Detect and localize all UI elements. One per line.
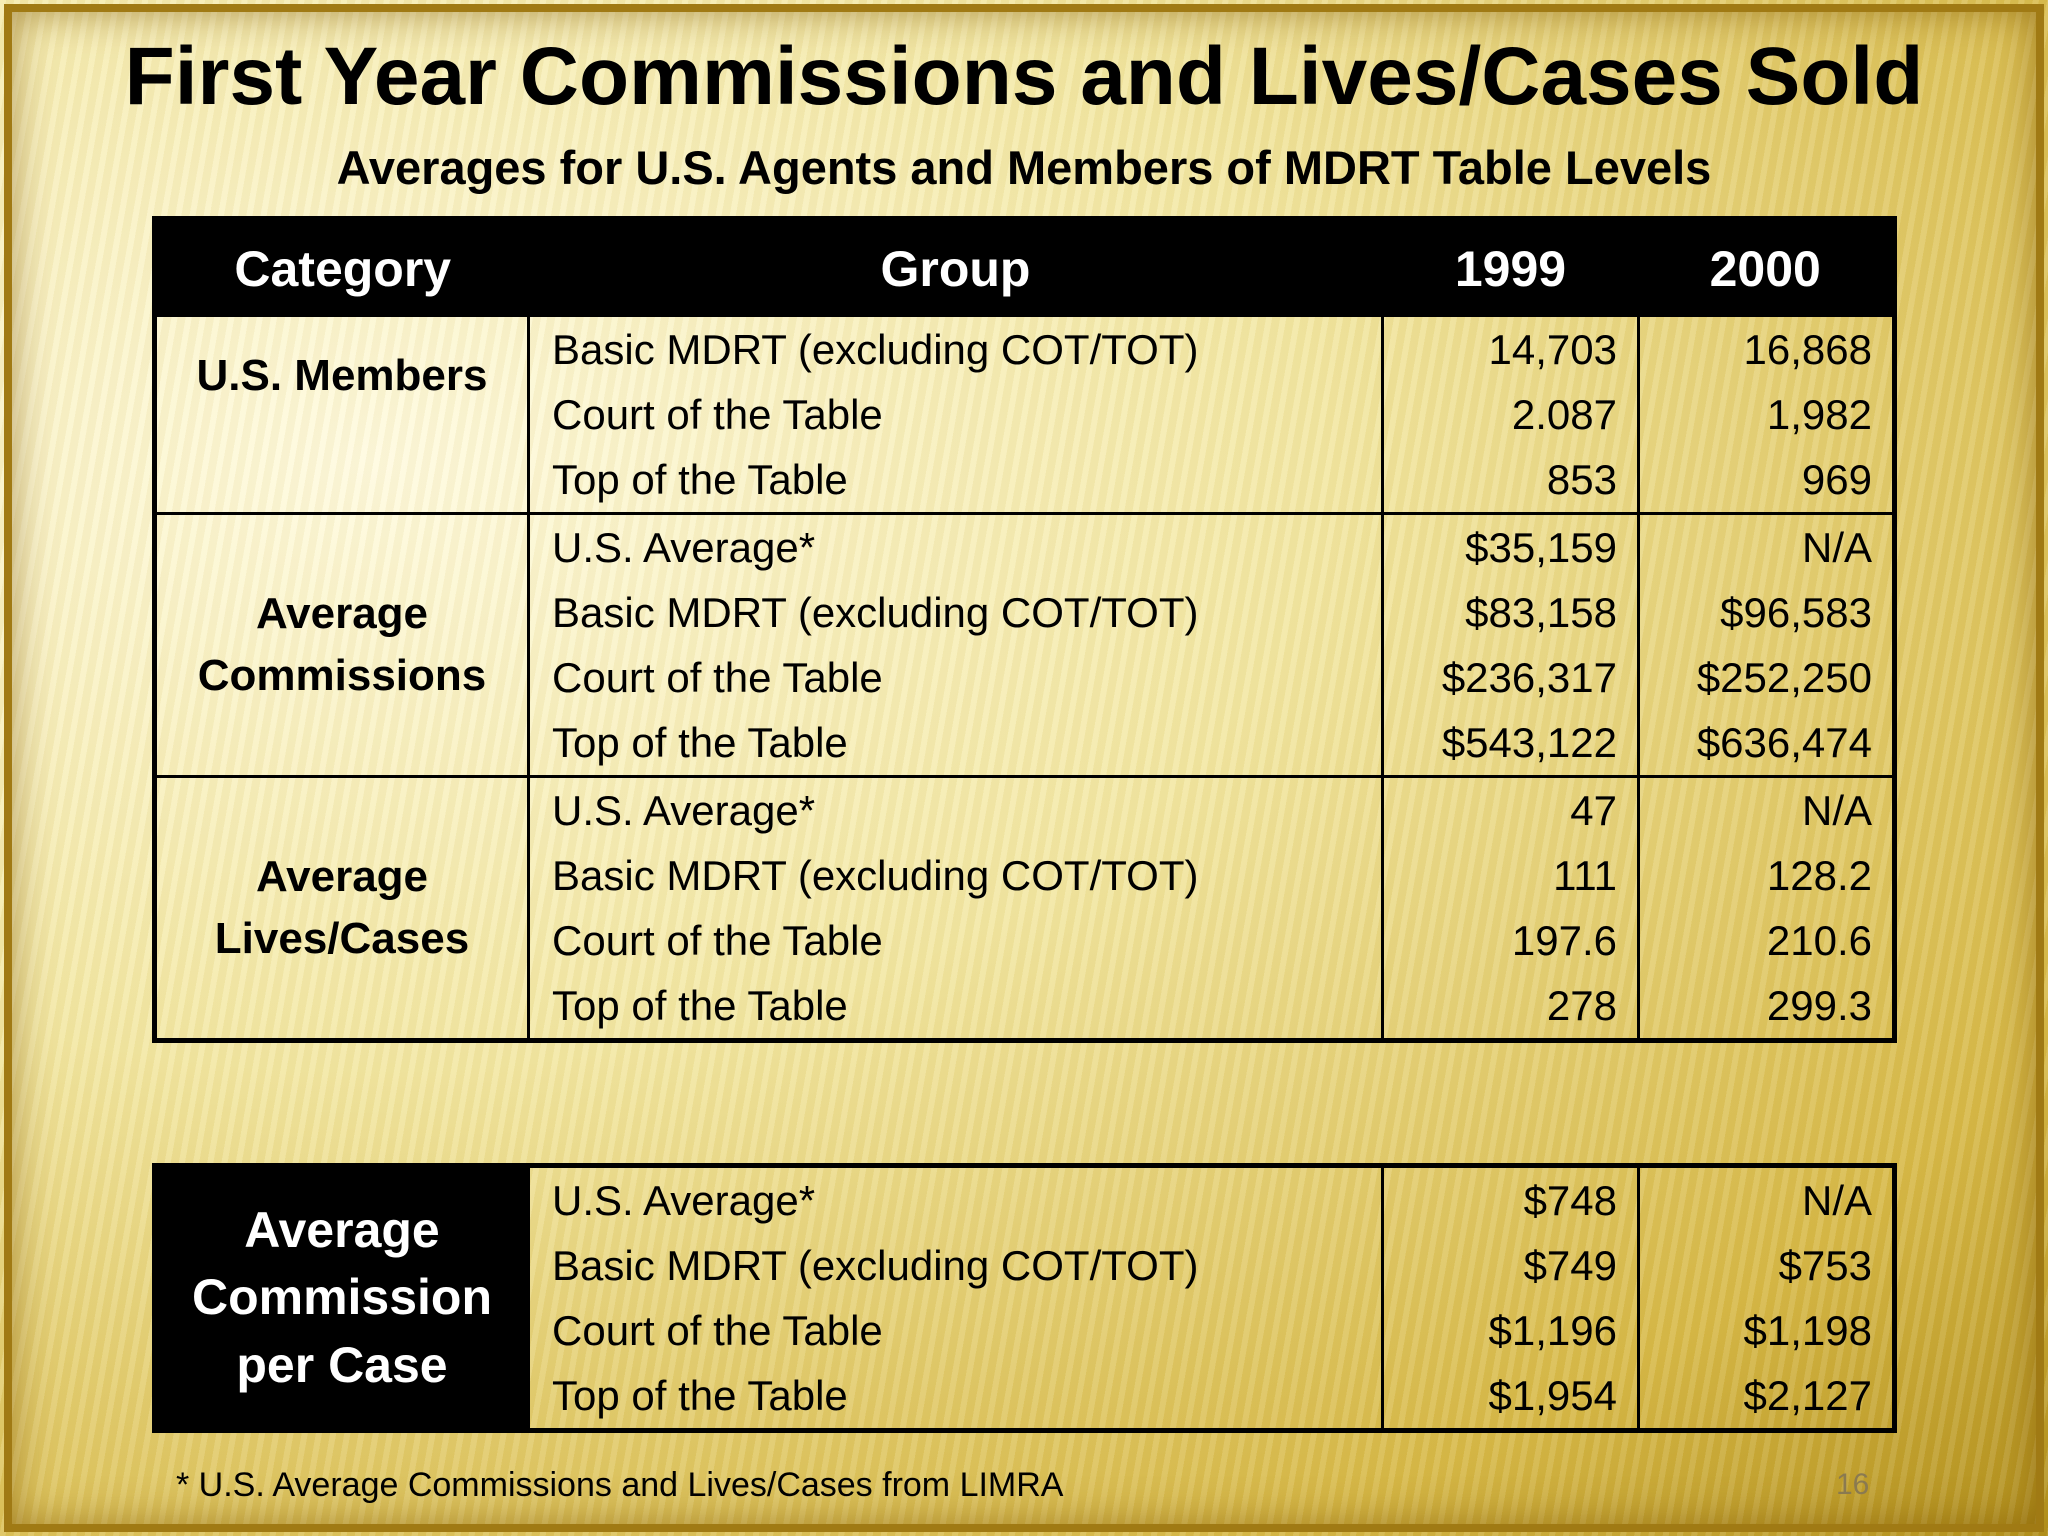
group-cell: Court of the Table [528,908,1384,973]
commission-per-case-table: Average Commission per Case U.S. Average… [152,1163,1897,1433]
footnote: * U.S. Average Commissions and Lives/Cas… [176,1466,1064,1504]
group-cell: Court of the Table [528,645,1384,710]
category-label-line: Commission [191,1269,493,1326]
group-cell: U.S. Average* [528,1165,1384,1233]
table-header-row: Category Group 1999 2000 [154,218,1895,317]
value-1999: $83,158 [1382,580,1640,645]
value-2000: $2,127 [1743,1371,1872,1419]
table-row: Basic MDRT (excluding COT/TOT) $83,158 $… [155,580,1895,645]
group-cell: Basic MDRT (excluding COT/TOT) [528,1233,1384,1298]
category-label-line: Lives/Cases [214,914,470,963]
value-2000: 299.3 [1766,981,1872,1029]
value-2000: 128.2 [1766,851,1872,899]
value-2000: N/A [1638,512,1895,580]
value-2000: 16,868 [1743,325,1872,373]
header-group: Group [528,218,1383,317]
table-row: Top of the Table $543,122 $636,474 [155,710,1895,777]
category-label: U.S. Members [196,351,488,400]
group-cell: Top of the Table [528,1363,1384,1431]
table-row: Top of the Table $1,954 $2,127 [155,1363,1895,1431]
table-row: Court of the Table $1,196 $1,198 [155,1298,1895,1363]
table-row: Average Commissions U.S. Average* $35,15… [154,512,1895,777]
category-label-line: Average [255,589,429,639]
value-1999: 853 [1382,447,1640,514]
category-average-lives-cases: Average Lives/Cases [154,775,530,1041]
group-cell: Basic MDRT (excluding COT/TOT) [528,843,1384,908]
category-label-line: Average [244,1201,440,1258]
value-2000: $753 [1778,1241,1872,1289]
group-cell: Basic MDRT (excluding COT/TOT) [528,317,1384,382]
main-table: Category Group 1999 2000 U.S. Members Ba… [152,216,1897,1043]
value-1999: 2.087 [1382,382,1640,447]
group-cell: Basic MDRT (excluding COT/TOT) [528,580,1384,645]
table-row: Average Commission per Case U.S. Average… [154,1165,1895,1431]
table-row: Court of the Table 2.087 1,982 [155,382,1895,447]
group-cell: U.S. Average* [528,775,1384,843]
header-category: Category [154,218,529,317]
header-2000: 2000 [1638,218,1895,317]
value-2000: 210.6 [1766,916,1872,964]
table-row: Court of the Table 197.6 210.6 [155,908,1895,973]
table-row: Top of the Table 853 969 [155,447,1895,514]
table-row: Court of the Table $236,317 $252,250 [155,645,1895,710]
group-cell: Top of the Table [528,710,1384,777]
category-label-line: per Case [236,1336,448,1393]
group-cell: Top of the Table [528,447,1384,514]
table-row: Average Lives/Cases U.S. Average* 47 N/A [154,775,1895,1041]
header-1999: 1999 [1382,218,1639,317]
table-row: Top of the Table 278 299.3 [155,973,1895,1041]
table-row: Basic MDRT (excluding COT/TOT) $749 $753 [155,1233,1895,1298]
category-us-members: U.S. Members [154,317,530,514]
value-1999: $1,196 [1382,1298,1640,1363]
slide-subtitle: Averages for U.S. Agents and Members of … [336,141,1712,194]
value-1999: 47 [1382,775,1640,843]
value-2000: $636,474 [1696,718,1872,766]
value-2000: N/A [1638,775,1895,843]
value-2000: $96,583 [1720,588,1872,636]
value-2000: 969 [1801,455,1872,503]
table-row: Basic MDRT (excluding COT/TOT) 111 128.2 [155,843,1895,908]
group-cell: Court of the Table [528,1298,1384,1363]
value-2000: $1,198 [1743,1306,1872,1354]
page-number: 16 [1836,1468,1870,1501]
group-cell: Top of the Table [528,973,1384,1041]
value-1999: $749 [1382,1233,1640,1298]
category-label-line: Average [255,852,429,902]
value-2000: $252,250 [1696,653,1872,701]
value-2000: 1,982 [1766,390,1872,438]
value-1999: 197.6 [1382,908,1640,973]
category-label-line: Commissions [197,651,487,700]
group-cell: Court of the Table [528,382,1384,447]
value-2000: N/A [1801,1176,1872,1224]
value-1999: 111 [1382,843,1640,908]
group-cell: U.S. Average* [528,512,1384,580]
value-1999: $543,122 [1382,710,1640,777]
category-average-commissions: Average Commissions [154,512,530,777]
value-1999: 14,703 [1382,317,1640,382]
value-1999: $748 [1382,1165,1640,1233]
value-1999: $35,159 [1382,512,1640,580]
value-1999: $1,954 [1382,1363,1640,1431]
value-1999: $236,317 [1382,645,1640,710]
table-row: U.S. Members Basic MDRT (excluding COT/T… [154,317,1895,514]
category-average-commission-per-case: Average Commission per Case [154,1165,530,1431]
value-1999: 278 [1382,973,1640,1041]
slide-title: First Year Commissions and Lives/Cases S… [124,31,1924,122]
